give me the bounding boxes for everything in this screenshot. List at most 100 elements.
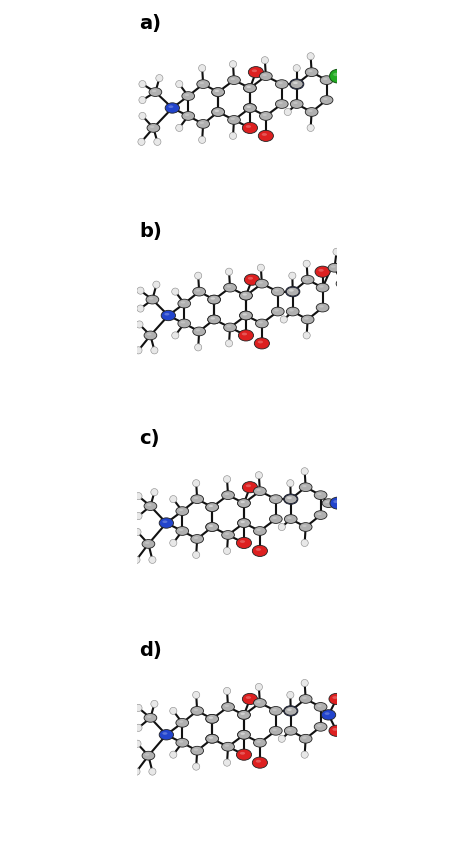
Ellipse shape [156, 75, 163, 81]
Ellipse shape [256, 548, 261, 551]
Ellipse shape [242, 333, 247, 335]
Ellipse shape [194, 749, 198, 750]
Ellipse shape [323, 98, 328, 100]
Ellipse shape [272, 728, 277, 731]
Text: c): c) [139, 429, 160, 448]
Ellipse shape [287, 497, 292, 499]
Ellipse shape [136, 321, 143, 328]
Ellipse shape [149, 768, 156, 775]
Ellipse shape [200, 82, 204, 84]
Ellipse shape [181, 321, 185, 324]
Ellipse shape [237, 537, 252, 549]
Ellipse shape [210, 297, 215, 300]
Ellipse shape [159, 518, 173, 529]
Ellipse shape [332, 728, 337, 731]
Ellipse shape [237, 518, 250, 528]
Ellipse shape [215, 110, 219, 112]
Ellipse shape [305, 108, 318, 116]
Ellipse shape [212, 108, 225, 116]
Ellipse shape [196, 290, 200, 291]
Ellipse shape [191, 534, 203, 543]
Ellipse shape [302, 737, 307, 739]
Ellipse shape [139, 80, 146, 88]
Ellipse shape [176, 125, 183, 131]
Ellipse shape [293, 102, 298, 104]
Ellipse shape [134, 740, 141, 747]
Ellipse shape [195, 272, 202, 280]
Ellipse shape [152, 90, 156, 92]
Ellipse shape [237, 711, 250, 719]
Ellipse shape [287, 479, 294, 487]
Ellipse shape [172, 332, 179, 339]
Ellipse shape [185, 94, 189, 96]
Ellipse shape [244, 84, 256, 92]
Ellipse shape [325, 501, 329, 503]
Ellipse shape [225, 745, 229, 747]
Ellipse shape [222, 742, 235, 751]
Ellipse shape [320, 75, 333, 85]
Ellipse shape [222, 530, 235, 540]
Ellipse shape [301, 751, 308, 758]
Ellipse shape [179, 529, 183, 531]
Ellipse shape [262, 133, 267, 136]
Ellipse shape [237, 499, 250, 507]
Ellipse shape [179, 509, 183, 511]
Ellipse shape [299, 483, 312, 491]
Ellipse shape [210, 297, 215, 300]
Ellipse shape [170, 751, 177, 758]
Ellipse shape [206, 523, 219, 531]
Ellipse shape [134, 529, 141, 535]
Ellipse shape [284, 706, 297, 715]
Ellipse shape [230, 118, 235, 120]
Ellipse shape [278, 523, 285, 530]
Ellipse shape [293, 64, 301, 72]
Ellipse shape [226, 268, 233, 275]
Ellipse shape [237, 730, 250, 739]
Ellipse shape [209, 737, 213, 739]
Ellipse shape [240, 521, 245, 523]
Ellipse shape [301, 540, 308, 546]
Ellipse shape [164, 313, 169, 315]
Ellipse shape [191, 706, 203, 715]
Ellipse shape [246, 125, 251, 128]
Ellipse shape [139, 113, 146, 119]
Ellipse shape [192, 763, 200, 770]
Ellipse shape [246, 86, 251, 88]
Ellipse shape [206, 715, 219, 723]
Ellipse shape [215, 90, 219, 92]
Ellipse shape [182, 91, 195, 101]
Ellipse shape [240, 752, 245, 755]
Text: d): d) [139, 641, 162, 660]
Ellipse shape [274, 290, 279, 291]
Ellipse shape [239, 311, 252, 320]
Ellipse shape [224, 283, 237, 292]
Ellipse shape [284, 495, 297, 503]
Ellipse shape [308, 70, 312, 72]
Ellipse shape [258, 281, 263, 284]
Ellipse shape [302, 525, 307, 527]
Ellipse shape [176, 80, 183, 88]
Ellipse shape [302, 697, 307, 699]
Ellipse shape [179, 721, 183, 722]
Ellipse shape [302, 485, 307, 487]
Ellipse shape [246, 484, 251, 487]
Ellipse shape [206, 715, 219, 723]
Ellipse shape [150, 125, 155, 128]
Ellipse shape [283, 494, 298, 504]
Ellipse shape [197, 80, 210, 88]
Ellipse shape [144, 713, 157, 722]
Ellipse shape [269, 495, 282, 503]
Ellipse shape [192, 551, 200, 558]
Ellipse shape [256, 740, 261, 743]
Ellipse shape [209, 525, 213, 527]
Ellipse shape [336, 280, 349, 288]
Ellipse shape [269, 515, 282, 523]
Ellipse shape [237, 499, 250, 507]
Ellipse shape [316, 303, 329, 312]
Ellipse shape [191, 495, 203, 503]
Ellipse shape [240, 521, 245, 523]
Ellipse shape [151, 700, 158, 707]
Ellipse shape [135, 346, 142, 354]
Ellipse shape [135, 724, 142, 732]
Ellipse shape [191, 746, 203, 755]
